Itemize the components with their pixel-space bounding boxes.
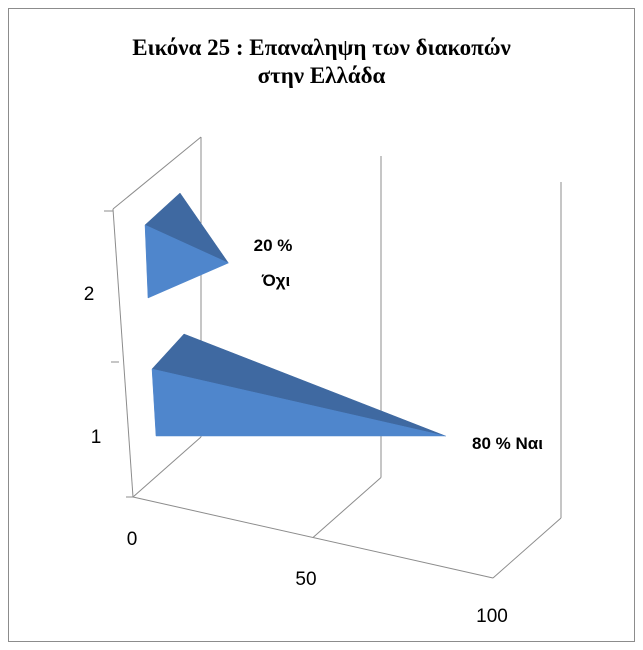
data-label-2-line-0: 20 %	[254, 236, 293, 255]
chart-title: Εικόνα 25 : Επαναληψη των διακοπών στην …	[132, 35, 511, 88]
side-wall-front-edge	[112, 208, 134, 498]
x-tick-label-100: 100	[476, 606, 508, 627]
floor-gridline-1	[312, 477, 382, 538]
y-tick-label-1: 1	[91, 427, 102, 448]
y-tick-label-2: 2	[84, 284, 95, 305]
bar-front-face-1	[151, 368, 446, 437]
floor-left-edge	[132, 436, 202, 498]
x-tick-label-50: 50	[295, 569, 316, 590]
bar-front-face-2	[144, 224, 230, 299]
x-tick-label-0: 0	[127, 529, 138, 550]
floor-gridline-2	[492, 517, 562, 579]
bars-layer	[144, 192, 446, 437]
data-label-2-line-1: Όχι	[261, 271, 291, 290]
side-wall-top-edge	[112, 136, 202, 210]
text-layer: 0 50 100 1 2 80 % Ναι 20 % Όχι	[84, 236, 543, 627]
chart-frame	[8, 8, 635, 642]
data-label-1: 80 % Ναι	[472, 434, 543, 453]
